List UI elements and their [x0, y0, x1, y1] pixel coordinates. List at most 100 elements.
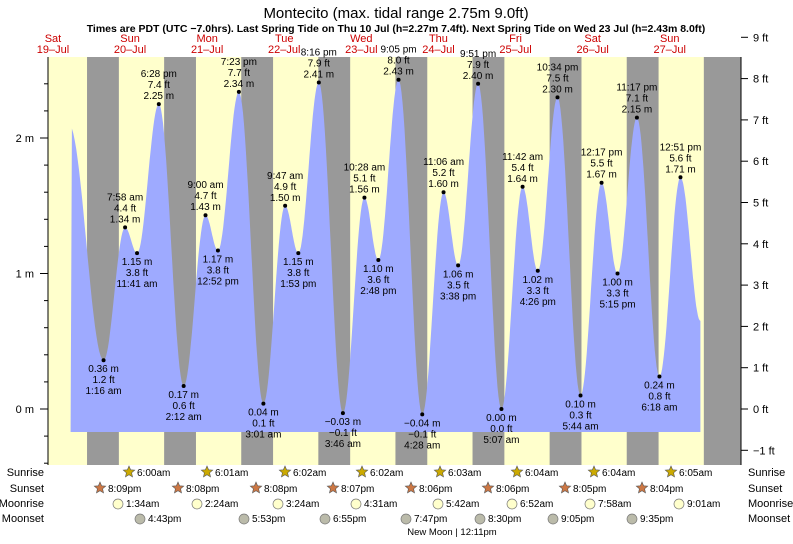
tide-ft: 5.5 ft	[590, 159, 612, 170]
sunset-icon	[326, 481, 340, 494]
tide-point	[236, 89, 241, 94]
tide-ft: −0.1 ft	[329, 428, 357, 439]
sunset-icon	[93, 481, 107, 494]
tide-time: 9:05 pm	[380, 45, 416, 56]
tide-m: 1.06 m	[443, 269, 474, 280]
tide-point	[283, 203, 288, 208]
tide-point	[555, 95, 560, 100]
moonset-time: 7:47pm	[414, 514, 447, 525]
tide-time: 12:51 pm	[660, 142, 702, 153]
day-date: 22–Jul	[268, 44, 300, 56]
tide-ft: 0.0 ft	[490, 424, 512, 435]
tide-point	[203, 213, 208, 218]
sunrise-time: 6:05am	[679, 468, 712, 479]
row-label-right: Sunrise	[748, 467, 785, 479]
tide-point	[362, 195, 367, 200]
tide-ft: 7.4 ft	[148, 80, 170, 91]
day-name: Wed	[350, 33, 372, 45]
tide-point	[420, 412, 425, 417]
tide-ft: 5.6 ft	[669, 153, 691, 164]
tide-time: 12:17 pm	[581, 148, 623, 159]
tide-time: 9:47 am	[267, 171, 303, 182]
tide-point	[123, 225, 128, 230]
sunrise-icon	[433, 465, 447, 478]
moonrise-icon	[272, 498, 284, 510]
tide-time: 9:51 pm	[460, 49, 496, 60]
m-tick-label: 2 m	[16, 133, 34, 145]
tide-m: 0.17 m	[168, 390, 199, 401]
tide-ft: 3.3 ft	[527, 286, 549, 297]
tide-ft: 4.7 ft	[194, 191, 216, 202]
moonset-icon	[626, 513, 638, 525]
tide-ft: 3.6 ft	[367, 275, 389, 286]
tide-m: 2.43 m	[383, 67, 414, 78]
tide-ft: 0.8 ft	[648, 391, 670, 402]
tide-m: 1.00 m	[602, 278, 633, 289]
tide-time: 11:42 am	[502, 152, 543, 163]
tide-m: 1.17 m	[203, 254, 234, 265]
tide-time: 2:48 pm	[360, 286, 396, 297]
tide-m: 1.64 m	[507, 174, 538, 185]
tide-time: 7:58 am	[107, 192, 143, 203]
moonset-time: 5:53pm	[252, 514, 285, 525]
moonrise-time: 9:01am	[687, 499, 720, 510]
m-tick-label: 1 m	[16, 269, 34, 281]
day-date: 21–Jul	[191, 44, 223, 56]
day-name: Fri	[509, 33, 522, 45]
tide-m: 1.15 m	[122, 257, 153, 268]
tide-ft: 7.5 ft	[546, 73, 568, 84]
tide-point	[634, 115, 639, 120]
tide-ft: 3.8 ft	[207, 265, 229, 276]
moonset-icon	[400, 513, 412, 525]
ft-tick-label: 6 ft	[753, 156, 768, 168]
row-label-right: Moonrise	[748, 498, 793, 510]
day-date: 27–Jul	[654, 44, 686, 56]
tide-ft: 7.7 ft	[228, 68, 250, 79]
sunrise-icon	[510, 465, 524, 478]
tide-m: 0.36 m	[88, 364, 119, 375]
tide-ft: 5.1 ft	[353, 174, 375, 185]
day-name: Sat	[45, 33, 62, 45]
tide-time: 7:23 pm	[221, 57, 257, 68]
tide-m: 2.30 m	[542, 84, 573, 95]
tide-point	[340, 411, 345, 416]
tide-time: 11:17 pm	[616, 83, 657, 94]
sunrise-icon	[355, 465, 369, 478]
moonset-time: 6:55pm	[333, 514, 366, 525]
tide-m: 1.56 m	[349, 185, 380, 196]
tide-m: 1.67 m	[586, 170, 617, 181]
tide-m: 1.71 m	[665, 164, 696, 175]
sunset-icon	[404, 481, 418, 494]
tide-point	[135, 251, 140, 256]
tide-time: 11:41 am	[117, 279, 158, 290]
day-name: Thu	[429, 33, 448, 45]
day-date: 25–Jul	[499, 44, 531, 56]
tide-time: 10:34 pm	[537, 62, 579, 73]
ft-tick-label: 2 ft	[753, 321, 768, 333]
day-name: Sun	[660, 33, 680, 45]
tide-time: 8:16 pm	[301, 47, 337, 58]
moonset-time: 9:05pm	[561, 514, 594, 525]
sunset-icon	[558, 481, 572, 494]
tide-m: 2.15 m	[622, 105, 653, 116]
moonrise-icon	[112, 498, 124, 510]
sunrise-icon	[664, 465, 678, 478]
ft-tick-label: 0 ft	[753, 404, 768, 416]
tide-m: 1.34 m	[110, 214, 141, 225]
tide-point	[456, 263, 461, 268]
tide-time: 3:46 am	[325, 439, 361, 450]
tide-ft: 4.9 ft	[274, 182, 296, 193]
tide-m: 2.34 m	[224, 79, 255, 90]
moonset-icon	[134, 513, 146, 525]
ft-tick-label: 3 ft	[753, 280, 768, 292]
tide-m: 0.00 m	[486, 413, 517, 424]
tide-m: 0.24 m	[644, 380, 675, 391]
day-name: Sun	[120, 33, 140, 45]
sunset-time: 8:06pm	[419, 484, 452, 495]
row-label-left: Sunset	[10, 483, 44, 495]
chart-title: Montecito (max. tidal range 2.75m 9.0ft)	[263, 5, 528, 22]
sunrise-time: 6:04am	[525, 468, 558, 479]
sunset-icon	[635, 481, 649, 494]
tide-area	[70, 79, 701, 432]
